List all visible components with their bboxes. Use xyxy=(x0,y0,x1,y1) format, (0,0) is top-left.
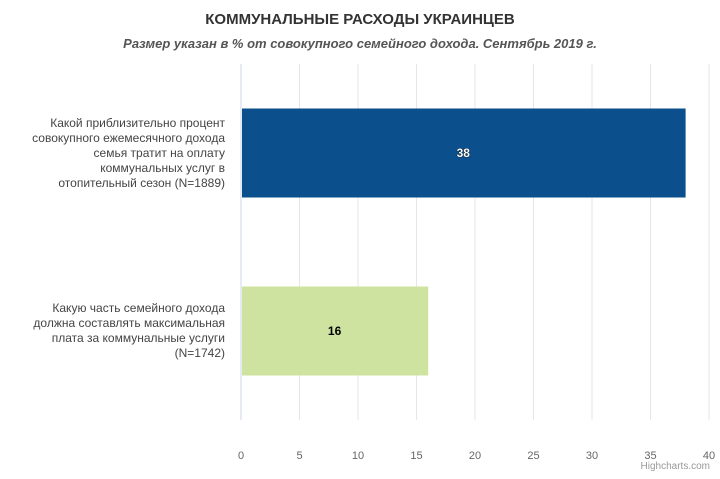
x-tick-label: 20 xyxy=(469,450,481,462)
bar[interactable] xyxy=(242,286,429,376)
category-label-line: (N=1742) xyxy=(174,346,225,360)
data-label: 16 xyxy=(328,324,342,338)
category-label-line: должна составлять максимальная xyxy=(33,316,225,330)
x-tick-label: 5 xyxy=(296,450,302,462)
x-tick-label: 40 xyxy=(703,450,715,462)
x-tick-label: 0 xyxy=(238,450,244,462)
category-label-line: семья тратит на оплату xyxy=(93,145,225,160)
category-label-line: Какую часть семейного дохода xyxy=(52,301,225,315)
category-label-line: коммунальных услуг в xyxy=(100,160,225,175)
category-label: Какую часть семейного дохода должна соста… xyxy=(15,301,225,361)
category-label-line: отопительный сезон (N=1889) xyxy=(58,175,225,190)
category-label-line: плата за коммунальные услуги xyxy=(51,331,225,345)
bar[interactable] xyxy=(242,108,686,198)
x-tick-label: 10 xyxy=(352,450,364,462)
chart-credits[interactable]: Highcharts.com xyxy=(640,461,710,472)
x-tick-label: 30 xyxy=(586,450,598,462)
x-tick-label: 35 xyxy=(644,450,656,462)
data-label: 38 xyxy=(457,146,471,160)
x-tick-label: 15 xyxy=(410,450,422,462)
chart-subtitle: Размер указан в % от совокупного семейно… xyxy=(123,36,597,51)
category-label-line: совокупного ежемесячного дохода xyxy=(32,130,225,145)
x-tick-label: 25 xyxy=(527,450,539,462)
category-label-line: Какой приблизительно процент xyxy=(50,115,225,130)
chart-title: КОММУНАЛЬНЫЕ РАСХОДЫ УКРАИНЦЕВ xyxy=(205,11,515,28)
category-label: Какой приблизительно процент совокупного … xyxy=(15,116,225,191)
